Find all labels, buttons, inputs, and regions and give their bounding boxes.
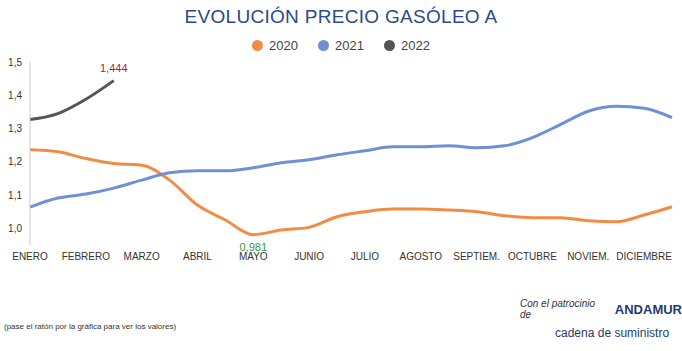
html-text:2020: 2020 [269, 38, 298, 53]
svg-text:1,444: 1,444 [100, 62, 128, 74]
svg-text:1,1: 1,1 [8, 190, 22, 201]
svg-text:AGOSTO: AGOSTO [399, 251, 442, 262]
html-text:ANDAMUR: ANDAMUR [614, 301, 682, 317]
svg-text:ABRIL: ABRIL [183, 251, 212, 262]
svg-text:FEBRERO: FEBRERO [62, 251, 111, 262]
svg-text:JULIO: JULIO [351, 251, 380, 262]
svg-text:MAYO: MAYO [238, 251, 268, 263]
svg-text:ENERO: ENERO [12, 251, 48, 262]
html-text:Con el patrocinio de: Con el patrocinio de [520, 298, 595, 320]
svg-text:NOVIEM.: NOVIEM. [567, 251, 609, 262]
svg-text:1,0: 1,0 [8, 223, 22, 234]
html-text:(pase el ratón por la gráfica: (pase el ratón por la gráfica para ver l… [4, 322, 177, 331]
svg-text:DICIEMBRE: DICIEMBRE [616, 251, 672, 262]
html-text:EVOLUCIÓN PRECIO GASÓLEO A: EVOLUCIÓN PRECIO GASÓLEO A [184, 6, 498, 27]
html-text:2021: 2021 [335, 38, 364, 53]
svg-text:OCTUBRE: OCTUBRE [508, 251, 557, 262]
svg-text:1,2: 1,2 [8, 156, 22, 167]
svg-text:1,4: 1,4 [8, 90, 22, 101]
svg-text:MARZO: MARZO [124, 251, 160, 262]
svg-text:JUNIO: JUNIO [294, 251, 324, 262]
html-text:2022: 2022 [401, 38, 430, 53]
html-text:cadena de suministro: cadena de suministro [555, 326, 670, 340]
svg-text:SEPTIEM.: SEPTIEM. [453, 251, 500, 262]
svg-text:1,3: 1,3 [8, 123, 22, 134]
svg-text:1,5: 1,5 [8, 57, 22, 68]
svg-text:0,981: 0,981 [240, 241, 268, 253]
